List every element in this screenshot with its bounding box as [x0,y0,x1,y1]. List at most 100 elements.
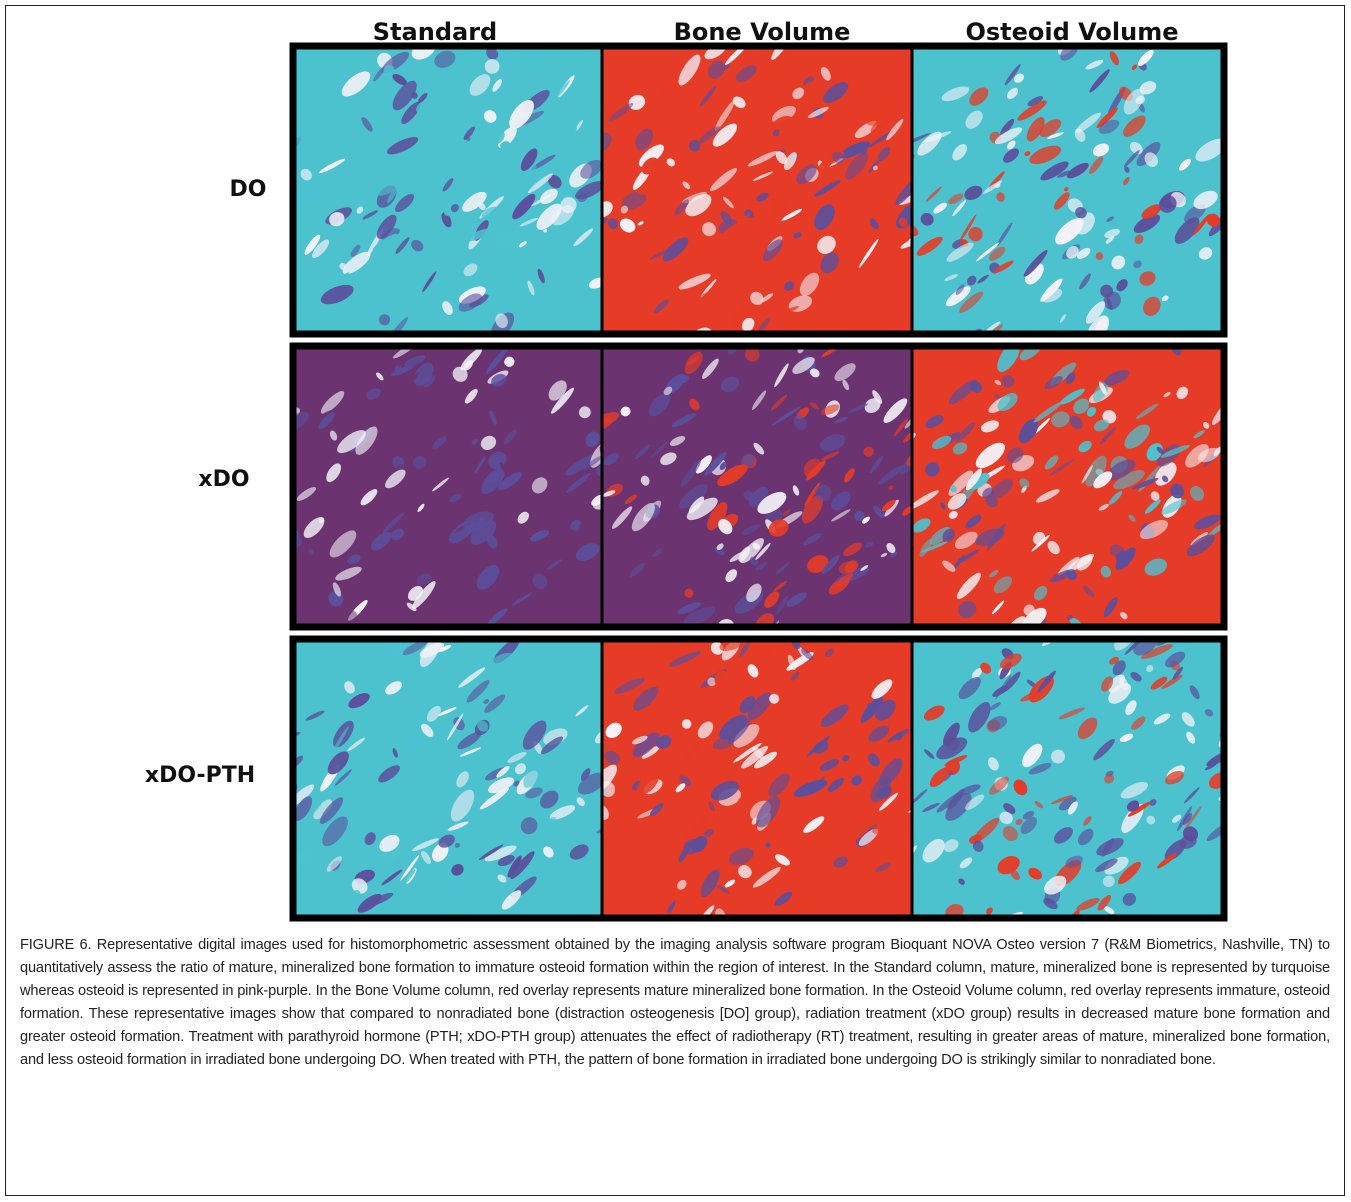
tissue-blob [511,592,533,606]
row-border [289,635,1228,922]
tissue-blob [886,118,904,141]
tissue-blob [704,828,714,837]
tissue-blob [450,789,475,822]
tissue-blob [756,192,769,202]
tissue-blob [819,434,846,452]
tissue-blob [801,648,814,661]
tissue-blob [741,317,755,332]
tissue-blob [1206,213,1220,227]
tissue-blob [1047,540,1060,555]
tissue-blob [319,797,344,824]
tissue-blob [996,192,1005,202]
tissue-blob [1037,670,1056,693]
tissue-blob [704,451,727,476]
tissue-blob [793,779,828,797]
tissue-blob [1031,534,1050,552]
tissue-blob [487,608,508,626]
tissue-blob [1104,856,1129,875]
tissue-blob [813,823,832,842]
tissue-blob [1067,553,1095,572]
tissue-blob [720,211,733,225]
tissue-blob [1067,801,1078,815]
tissue-blob [1237,131,1263,161]
tissue-blob [1114,639,1138,651]
tissue-blob [872,390,883,404]
tissue-blob [411,0,426,6]
tissue-blob [411,239,424,252]
tissue-blob [364,77,392,96]
tissue-blob [329,430,338,441]
tissue-blob [1239,774,1253,788]
tissue-blob [1124,424,1150,449]
tissue-blob [1044,376,1063,390]
tissue-blob [1075,112,1101,133]
tissue-blob [412,838,439,852]
tissue-blob [814,204,835,231]
tissue-blob [489,410,497,425]
tissue-blob [1181,712,1195,727]
tissue-blob [654,822,660,828]
tissue-blob [620,205,629,214]
tissue-blob [820,704,849,728]
tissue-blob [948,511,958,519]
tissue-blob [432,436,447,449]
tissue-blob [1144,558,1168,576]
tissue-blob [463,263,478,277]
tissue-blob [360,489,378,506]
tissue-blob [392,73,407,86]
tissue-blob [569,844,589,860]
tissue-blob [733,724,760,748]
tissue-blob [1134,234,1144,245]
tissue-blob [1123,115,1146,137]
tissue-blob [294,187,326,205]
tissue-blob [405,274,430,293]
tissue-blob [1077,828,1094,846]
tissue-blob [729,213,751,234]
tissue-blob [1101,676,1114,692]
tissue-blob [684,351,703,374]
tissue-blob [1078,0,1096,3]
tissue-blob [532,573,548,589]
tissue-blob [397,709,425,728]
tissue-blob [1106,297,1113,311]
tissue-blob [912,132,931,148]
tissue-blob [486,47,499,60]
tissue-blob [821,555,840,575]
tissue-blob [473,882,499,908]
tissue-blob [456,771,469,788]
tissue-blob [1102,875,1115,888]
tissue-blob [1058,707,1085,720]
tissue-blob [700,869,720,898]
tissue-blob [470,520,497,545]
tissue-blob [371,531,392,551]
tissue-blob [387,415,407,434]
tissue-blob [988,171,1005,189]
tissue-blob [999,811,1013,825]
tissue-blob [462,191,487,212]
tissue-blob [426,156,459,177]
tissue-blob [1174,217,1200,244]
tissue-blob [534,157,558,177]
tissue-blob [518,241,527,248]
tissue-blob [958,677,981,700]
tissue-blob [1058,796,1077,811]
tissue-blob [1075,206,1087,219]
tissue-blob [1204,709,1214,717]
tissue-blob [484,845,517,862]
tissue-blob [412,924,435,925]
tissue-blob [872,824,885,834]
tissue-blob [707,502,728,531]
tissue-blob [657,83,676,100]
tissue-blob [1128,514,1136,522]
tissue-blob [563,123,577,136]
tissue-blob [651,440,669,458]
tissue-blob [804,482,821,507]
tissue-blob [458,293,483,312]
tissue-blob [738,797,744,805]
tissue-blob [893,418,909,437]
tissue-blob [326,463,342,483]
tissue-blob [1095,252,1104,261]
tissue-blob [1126,800,1140,812]
tissue-blob [755,561,768,571]
